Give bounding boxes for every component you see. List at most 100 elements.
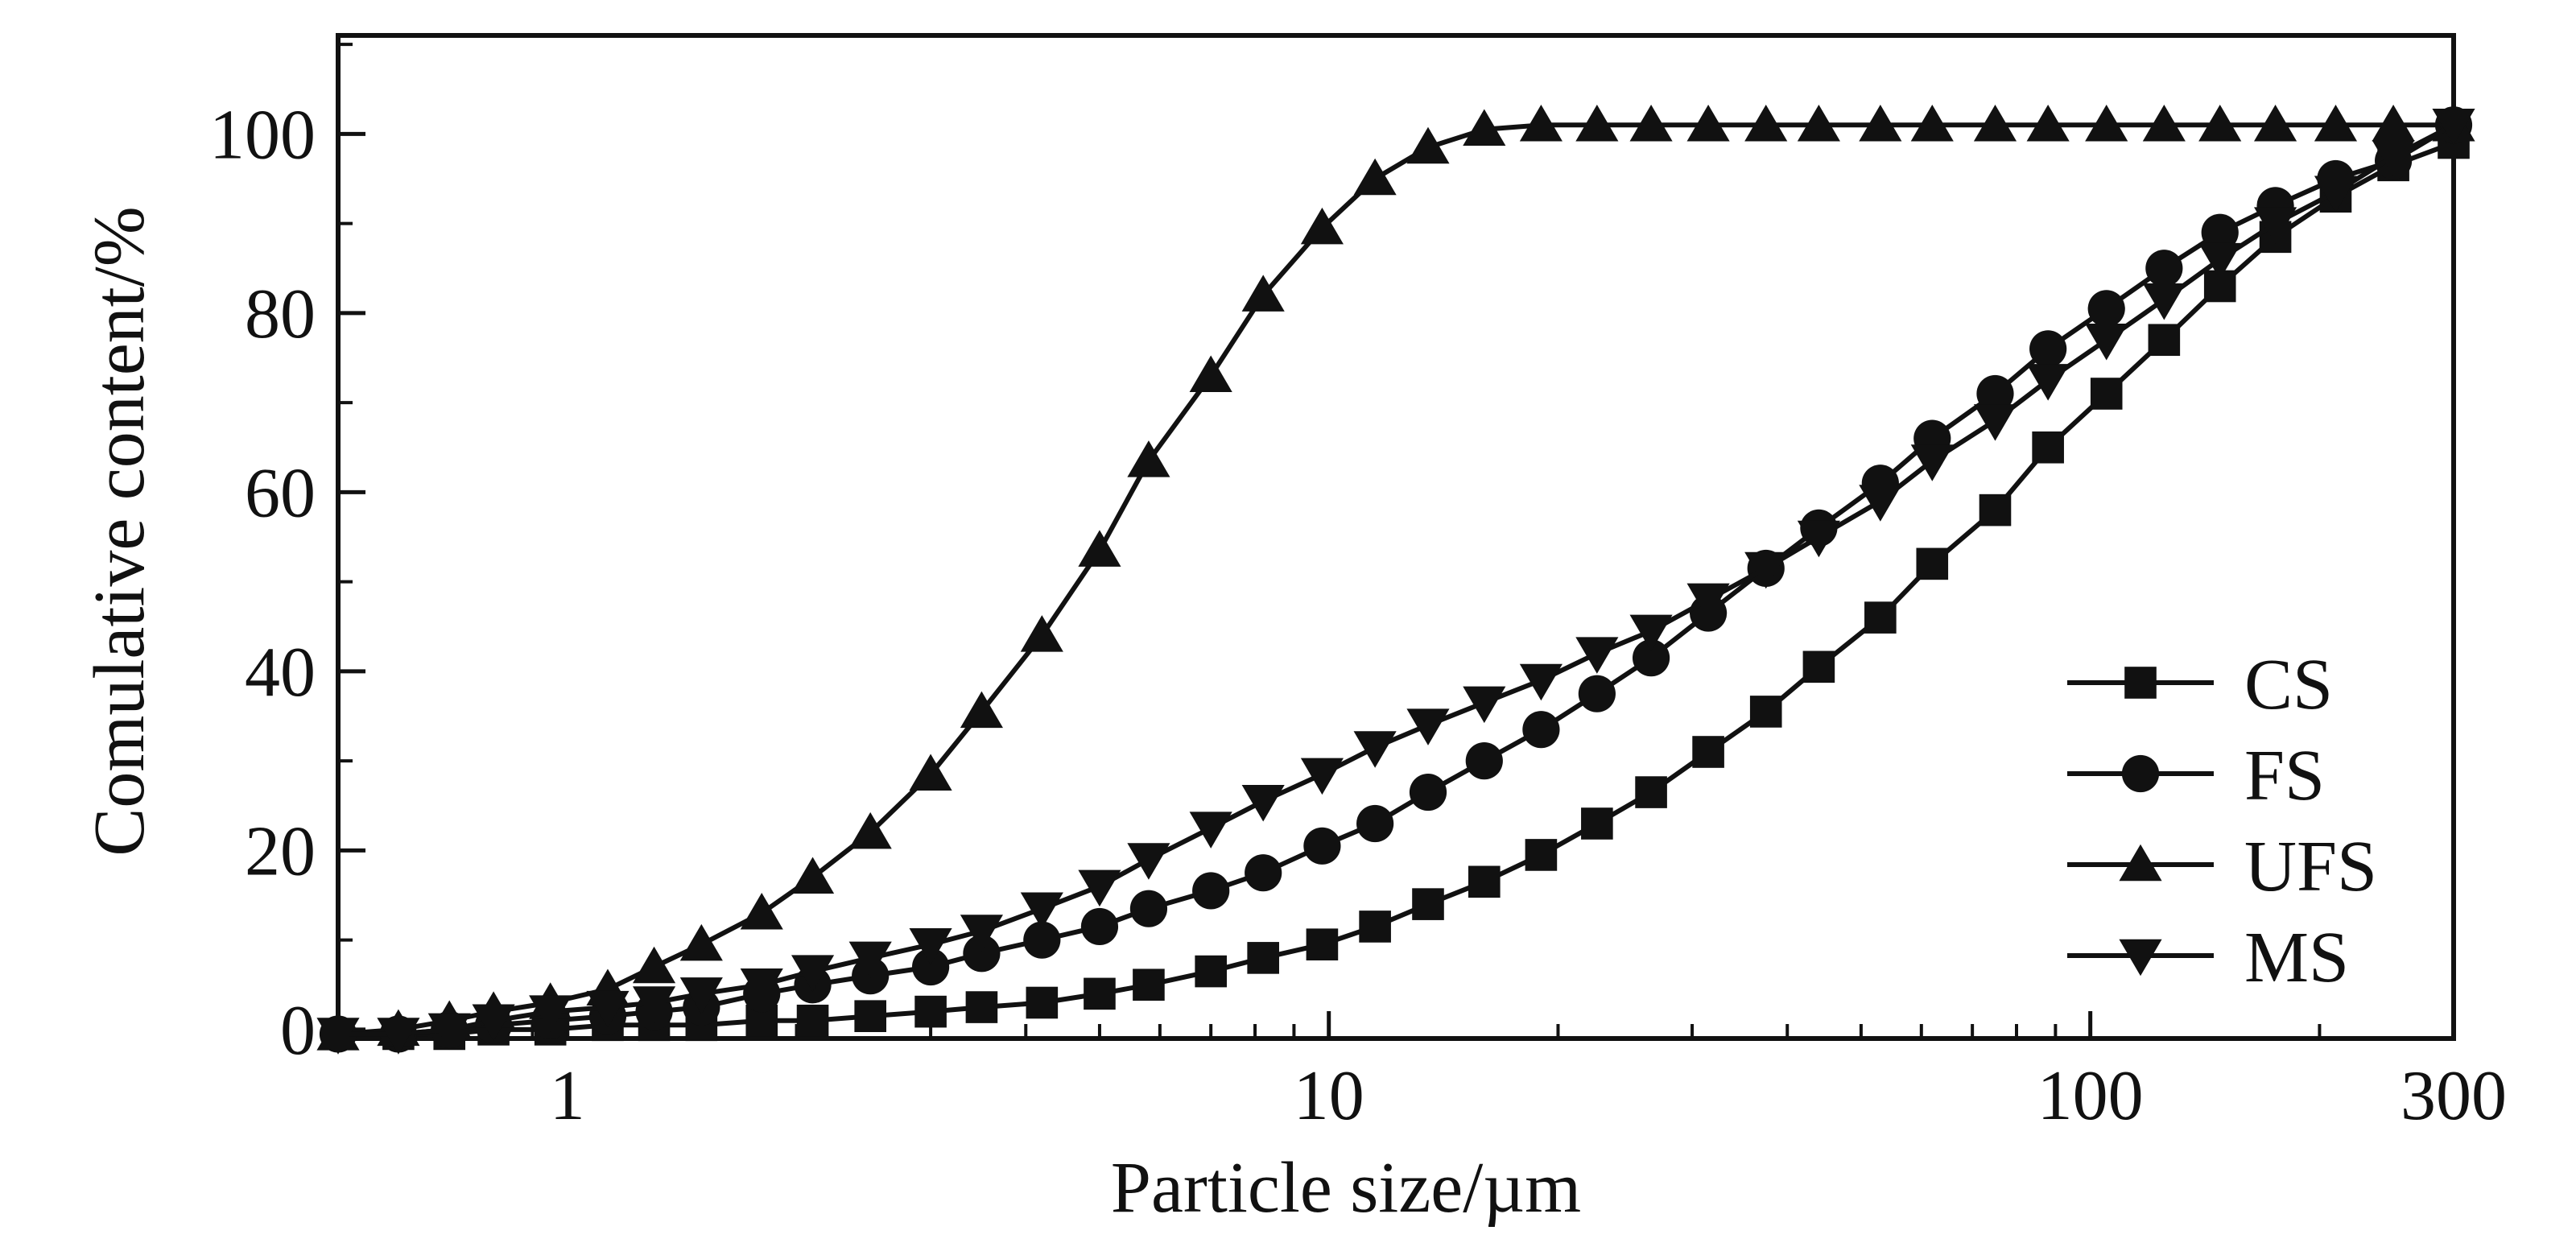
- legend-marker-ms: [2119, 939, 2162, 977]
- data-point-ms: [632, 986, 676, 1023]
- data-point-cs: [1359, 911, 1391, 943]
- series-line-ufs: [337, 122, 2454, 1037]
- data-point-ufs: [1629, 104, 1673, 142]
- data-point-ufs: [1519, 104, 1563, 142]
- data-point-ufs: [909, 754, 952, 791]
- data-point-ms: [427, 1013, 471, 1051]
- x-tick-label: 10: [1294, 1057, 1364, 1135]
- legend-marker-cs: [2124, 667, 2157, 699]
- data-point-fs: [2145, 250, 2183, 287]
- data-point-ufs: [1686, 104, 1730, 142]
- data-point-fs: [1632, 639, 1670, 677]
- data-point-ufs: [1353, 158, 1397, 196]
- series-group: [316, 104, 2475, 1055]
- data-point-ms: [2372, 139, 2415, 177]
- data-point-ms: [2142, 283, 2186, 320]
- x-tick-label: 100: [2037, 1057, 2144, 1135]
- data-point-cs: [965, 991, 998, 1023]
- data-point-ufs: [2372, 104, 2415, 142]
- data-point-ufs: [632, 946, 676, 984]
- data-point-cs: [914, 995, 947, 1028]
- data-point-ms: [1078, 869, 1121, 907]
- data-point-ufs: [1463, 109, 1506, 147]
- data-point-ufs: [740, 892, 783, 930]
- data-point-ufs: [2314, 104, 2358, 142]
- data-point-ms: [1629, 614, 1673, 652]
- series-ms: [316, 109, 2475, 1055]
- legend-label-ufs: UFS: [2244, 827, 2377, 906]
- data-point-cs: [1133, 968, 1165, 1001]
- y-axis-title: Comulative content/%: [80, 206, 159, 856]
- data-point-cs: [2032, 431, 2064, 464]
- data-point-ms: [1973, 404, 2017, 441]
- y-tick-label: 100: [209, 96, 316, 174]
- data-point-ms: [1910, 444, 1954, 481]
- series-line-fs: [338, 122, 2455, 1037]
- data-point-cs: [1525, 839, 1558, 871]
- data-point-cs: [1084, 977, 1116, 1010]
- data-point-cs: [1802, 650, 1835, 683]
- data-point-ms: [1300, 758, 1344, 795]
- data-point-cs: [1916, 547, 1949, 580]
- data-point-ms: [1463, 686, 1506, 724]
- data-point-ms: [1127, 843, 1170, 880]
- data-point-fs: [1356, 804, 1394, 843]
- data-point-ufs: [679, 923, 723, 961]
- data-point-fs: [1976, 374, 2014, 413]
- data-point-ufs: [1910, 104, 1954, 142]
- data-point-cs: [2148, 324, 2181, 357]
- data-point-ms: [586, 990, 630, 1028]
- data-point-ms: [2085, 324, 2128, 361]
- legend-label-fs: FS: [2244, 736, 2325, 816]
- data-point-ms: [2026, 364, 2070, 401]
- series-line-ms: [338, 122, 2455, 1037]
- data-point-cs: [796, 1004, 829, 1037]
- y-axis: 0 20 40 60 80 100: [209, 43, 365, 1070]
- data-point-ufs: [2142, 104, 2186, 142]
- x-tick-label: 1: [550, 1057, 585, 1135]
- data-point-ms: [529, 995, 572, 1032]
- data-point-ms: [2254, 207, 2297, 244]
- legend-label-cs: CS: [2244, 645, 2333, 725]
- data-point-cs: [1864, 601, 1897, 634]
- data-point-ms: [2432, 109, 2475, 146]
- data-point-fs: [1578, 675, 1616, 712]
- data-point-fs: [1409, 773, 1447, 811]
- legend-marker-ufs: [2119, 844, 2162, 882]
- data-point-cs: [1468, 865, 1501, 898]
- data-point-fs: [2087, 290, 2125, 328]
- series-cs: [322, 126, 2470, 1051]
- x-axis-title: Particle size/µm: [1111, 1148, 1581, 1228]
- data-point-cs: [2090, 378, 2123, 410]
- series-fs: [319, 106, 2473, 1053]
- series-ufs: [316, 104, 2475, 1051]
- data-point-ms: [960, 915, 1003, 952]
- data-point-fs: [911, 948, 950, 986]
- data-point-ms: [1575, 637, 1619, 674]
- data-point-cs: [1749, 696, 1782, 728]
- data-point-ufs: [2085, 104, 2128, 142]
- data-point-ms: [1241, 784, 1285, 822]
- series-line-cs: [338, 140, 2455, 1037]
- data-point-ms: [1859, 485, 1902, 522]
- data-point-ufs: [1973, 104, 2017, 142]
- y-tick-label: 40: [245, 634, 316, 712]
- data-point-ms: [1189, 811, 1232, 849]
- data-point-ufs: [2254, 104, 2297, 142]
- data-point-ms: [1797, 520, 1840, 558]
- plot-frame: [336, 33, 2456, 1041]
- data-point-cs: [1979, 493, 2012, 527]
- data-point-ufs: [1859, 104, 1902, 142]
- data-point-fs: [1522, 711, 1560, 749]
- data-point-ms: [1020, 892, 1063, 929]
- data-point-ufs: [1078, 530, 1121, 567]
- data-point-ufs: [1300, 207, 1344, 245]
- legend-marker-fs: [2121, 754, 2160, 793]
- data-point-fs: [1192, 872, 1230, 910]
- data-point-ufs: [960, 691, 1003, 729]
- data-point-cs: [1195, 955, 1227, 988]
- data-point-ufs: [791, 857, 835, 894]
- data-point-ufs: [1241, 275, 1285, 312]
